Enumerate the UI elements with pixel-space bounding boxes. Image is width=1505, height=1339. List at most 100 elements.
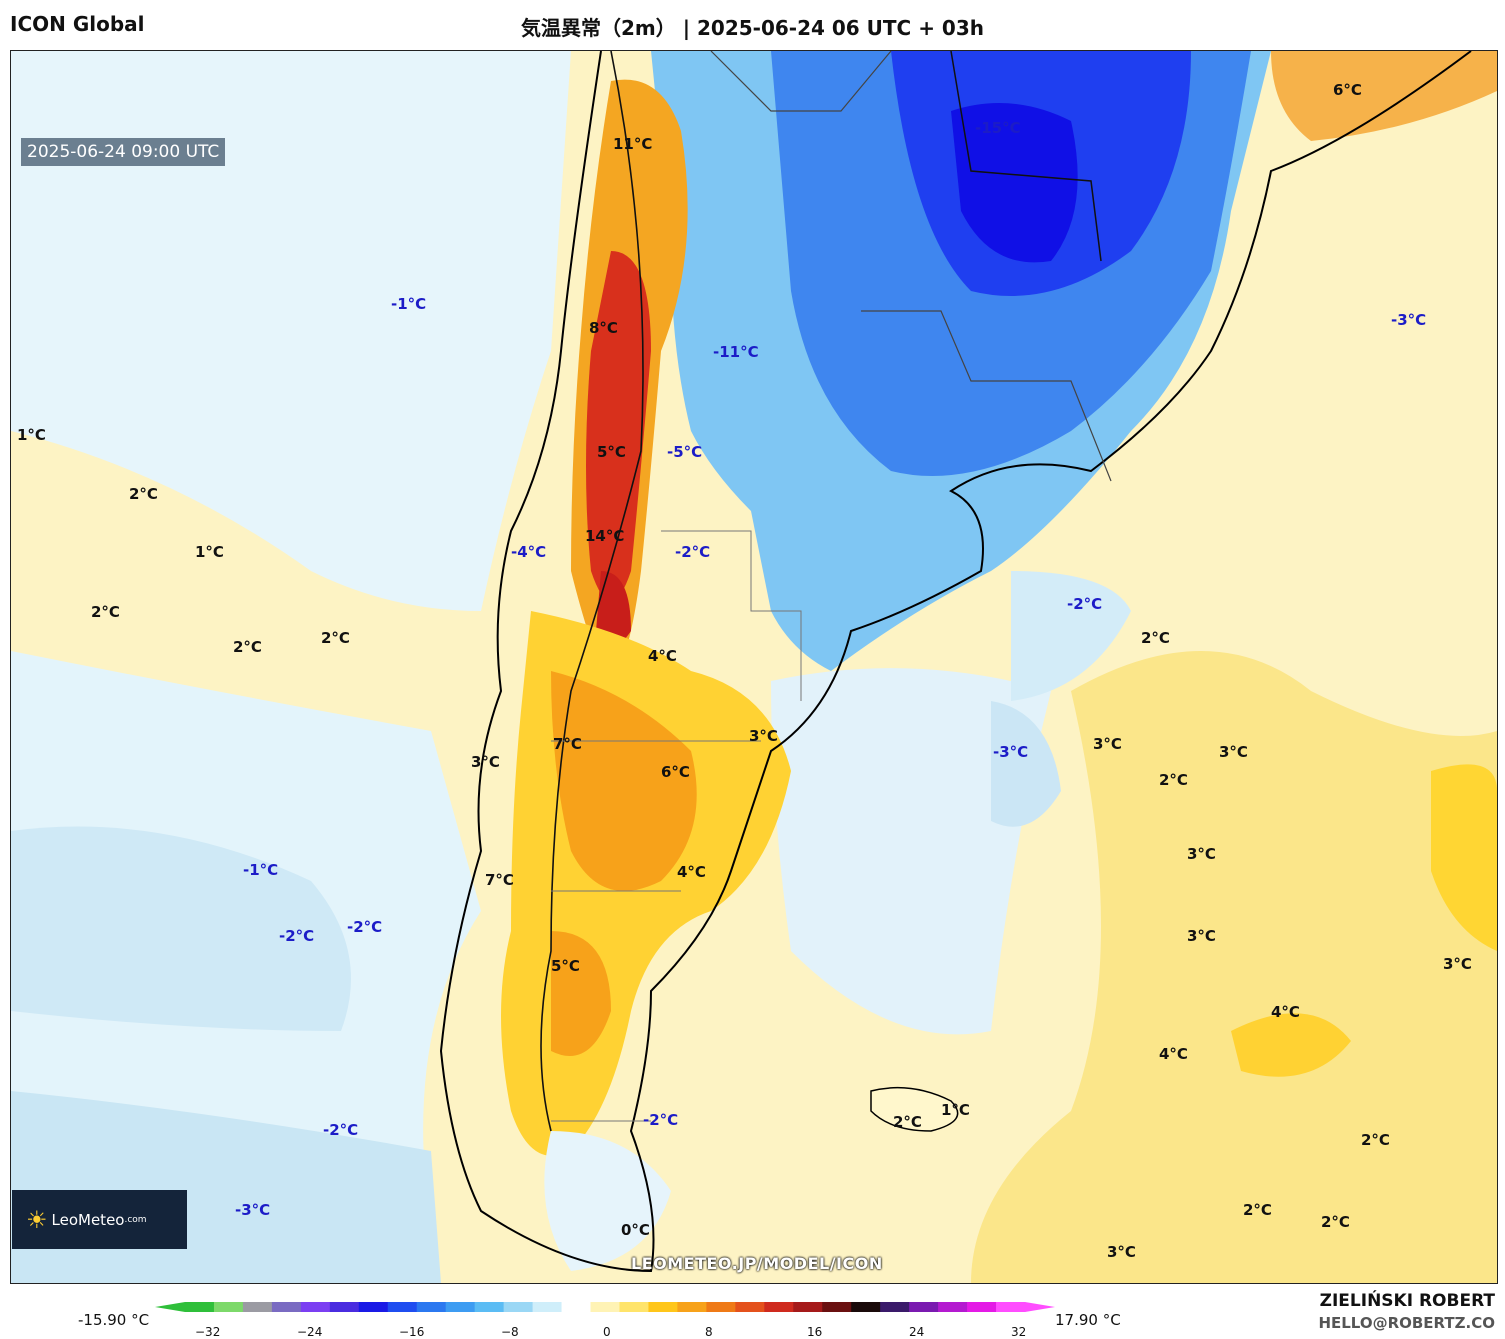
colorbar-tick-label: 8 [705, 1325, 713, 1339]
anomaly-label: 4°C [648, 647, 677, 665]
anomaly-label: -2°C [279, 927, 315, 945]
anomaly-label: 6°C [661, 763, 690, 781]
colorbar-tick-label: 16 [807, 1325, 823, 1339]
anomaly-label: -2°C [1067, 595, 1103, 613]
colorbar-max-arrow [1025, 1302, 1055, 1312]
anomaly-label: -11°C [713, 343, 759, 361]
colorbar-swatch [474, 1302, 505, 1312]
colorbar-tick-label: 24 [909, 1325, 925, 1339]
anomaly-label: 2°C [893, 1113, 922, 1131]
colorbar-swatch [880, 1302, 910, 1312]
anomaly-label: 2°C [1141, 629, 1170, 647]
anomaly-label: -3°C [993, 743, 1029, 761]
colorbar-swatch [185, 1302, 215, 1312]
anomaly-label: 3°C [1219, 743, 1248, 761]
colorbar-max-label: 17.90 °C [1055, 1311, 1121, 1329]
anomaly-label: -15°C [975, 119, 1021, 137]
colorbar-swatch [213, 1302, 244, 1312]
colorbar-swatch [300, 1302, 331, 1312]
colorbar-swatch [619, 1302, 649, 1312]
anomaly-label: 0°C [621, 1221, 650, 1239]
colorbar-swatch [938, 1302, 968, 1312]
anomaly-label: 1°C [941, 1101, 970, 1119]
colorbar-swatch [329, 1302, 360, 1312]
anomaly-label: 11°C [613, 135, 653, 153]
anomaly-label: -2°C [347, 918, 383, 936]
author-contact: HELLO@ROBERTZ.CO [1318, 1314, 1495, 1332]
anomaly-label: 3°C [1093, 735, 1122, 753]
anomaly-label: 2°C [1243, 1201, 1272, 1219]
anomaly-label: 3°C [749, 727, 778, 745]
anomaly-label: 3°C [1187, 927, 1216, 945]
colorbar-swatch [764, 1302, 794, 1312]
anomaly-label: 4°C [1159, 1045, 1188, 1063]
leometeo-logo: ☀ LeoMeteo .com [12, 1190, 187, 1249]
valid-time-label: 2025-06-24 09:00 UTC [21, 138, 226, 166]
author-name: ZIELIŃSKI ROBERT [1319, 1291, 1495, 1311]
colorbar-swatch [445, 1302, 476, 1312]
colorbar-swatch [416, 1302, 447, 1312]
colorbar-swatch [996, 1302, 1026, 1312]
anomaly-label: -2°C [323, 1121, 359, 1139]
anomaly-label: -4°C [511, 543, 547, 561]
colorbar-tick-label: −32 [195, 1325, 221, 1339]
colorbar-swatch [532, 1302, 563, 1312]
sun-icon: ☀ [26, 1205, 48, 1234]
colorbar-swatch [242, 1302, 273, 1312]
anomaly-label: 2°C [233, 638, 262, 656]
colorbar-tick-label: 32 [1011, 1325, 1027, 1339]
anomaly-label: 3°C [471, 753, 500, 771]
anomaly-label: 5°C [551, 957, 580, 975]
anomaly-label: 3°C [1443, 955, 1472, 973]
colorbar-tick-label: −24 [297, 1325, 323, 1339]
map-area: 2025-06-24 09:00 UTC 11°C 8°C 5°C 14°C -11°C… [10, 50, 1498, 1284]
colorbar-min-label: -15.90 °C [78, 1311, 150, 1329]
colorbar-swatch [822, 1302, 852, 1312]
colorbar-tick-label: −8 [501, 1325, 519, 1339]
anomaly-label: -1°C [243, 861, 279, 879]
colorbar-swatch [590, 1302, 620, 1312]
anomaly-label: -3°C [235, 1201, 271, 1219]
anomaly-label: 2°C [129, 485, 158, 503]
watermark: LEOMETEO.JP/MODEL/ICON [631, 1254, 883, 1273]
colorbar-swatch [358, 1302, 389, 1312]
colorbar-swatch [967, 1302, 997, 1312]
anomaly-label: 14°C [585, 527, 625, 545]
map-title: 気温異常（2m） | 2025-06-24 06 UTC + 03h [521, 16, 984, 40]
colorbar-swatch [909, 1302, 939, 1312]
anomaly-label: -2°C [675, 543, 711, 561]
anomaly-label: 8°C [589, 319, 618, 337]
colorbar-min-arrow [155, 1302, 185, 1312]
colorbar-swatch [793, 1302, 823, 1312]
colorbar [155, 1302, 1055, 1312]
anomaly-label: -1°C [391, 295, 427, 313]
anomaly-label: 6°C [1333, 81, 1362, 99]
colorbar-swatch [735, 1302, 765, 1312]
anomaly-label: 5°C [597, 443, 626, 461]
anomaly-label: 1°C [195, 543, 224, 561]
anomaly-label: 2°C [1321, 1213, 1350, 1231]
anomaly-label: 4°C [1271, 1003, 1300, 1021]
anomaly-label: -5°C [667, 443, 703, 461]
colorbar-swatch [648, 1302, 678, 1312]
colorbar-tick-label: −16 [399, 1325, 425, 1339]
colorbar-swatch [271, 1302, 302, 1312]
anomaly-label: -2°C [643, 1111, 679, 1129]
anomaly-label: 2°C [321, 629, 350, 647]
anomaly-label: 3°C [1187, 845, 1216, 863]
model-name: ICON Global [10, 12, 145, 36]
colorbar-swatch [561, 1302, 592, 1312]
anomaly-label: 7°C [485, 871, 514, 889]
anomaly-label: 1°C [17, 426, 46, 444]
anomaly-label: 2°C [1159, 771, 1188, 789]
anomaly-label: 3°C [1107, 1243, 1136, 1261]
anomaly-label: 7°C [553, 735, 582, 753]
colorbar-swatch [706, 1302, 736, 1312]
colorbar-tick-label: 0 [603, 1325, 611, 1339]
anomaly-label: 4°C [677, 863, 706, 881]
colorbar-swatch [677, 1302, 707, 1312]
anomaly-label: -3°C [1391, 311, 1427, 329]
colorbar-swatch [851, 1302, 881, 1312]
anomaly-label: 2°C [1361, 1131, 1390, 1149]
anomaly-field [11, 51, 1497, 1283]
